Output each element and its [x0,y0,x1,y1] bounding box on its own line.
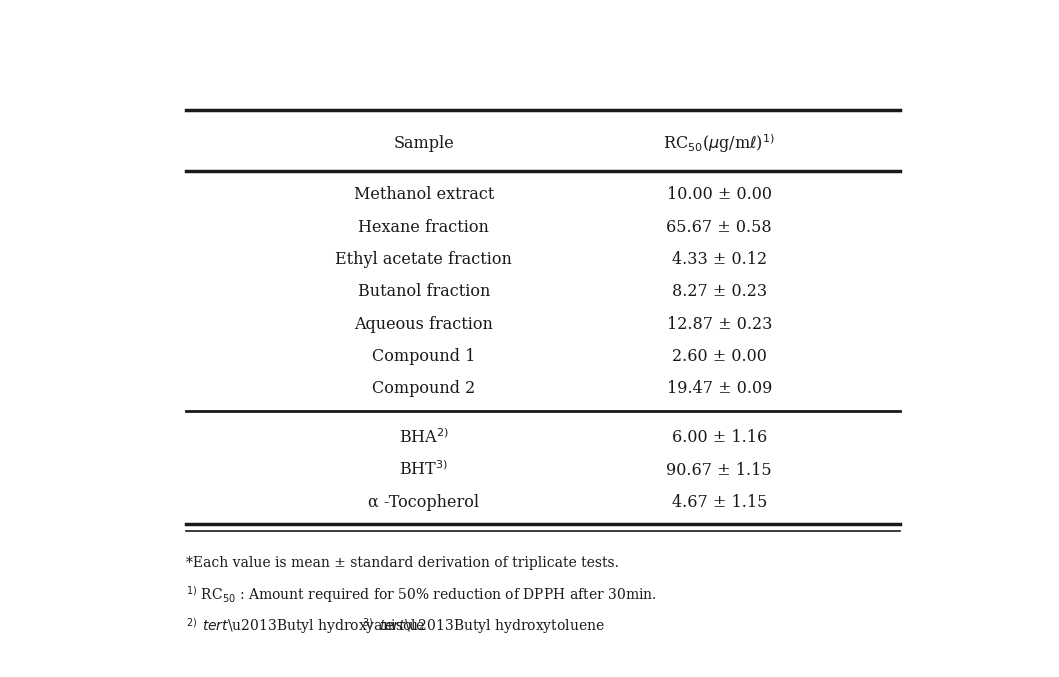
Text: *Each value is mean ± standard derivation of triplicate tests.: *Each value is mean ± standard derivatio… [185,556,618,571]
Text: $\mathit{tert}$\u2013Butyl hydroxyanisole: $\mathit{tert}$\u2013Butyl hydroxyanisol… [202,617,425,635]
Text: 4.67 ± 1.15: 4.67 ± 1.15 [671,494,767,511]
Text: Butanol fraction: Butanol fraction [358,284,490,301]
Text: BHA$^{2)}$: BHA$^{2)}$ [399,429,449,447]
Text: Methanol extract: Methanol extract [354,186,493,203]
Text: 10.00 ± 0.00: 10.00 ± 0.00 [667,186,772,203]
Text: 90.67 ± 1.15: 90.67 ± 1.15 [666,462,772,479]
Text: 19.47 ± 0.09: 19.47 ± 0.09 [666,380,772,397]
Text: Hexane fraction: Hexane fraction [358,219,489,236]
Text: Ethyl acetate fraction: Ethyl acetate fraction [336,251,513,268]
Text: 65.67 ± 0.58: 65.67 ± 0.58 [666,219,772,236]
Text: Sample: Sample [393,135,454,152]
Text: $\mathit{tert}$\u2013Butyl hydroxytoluene: $\mathit{tert}$\u2013Butyl hydroxytoluen… [379,617,605,635]
Text: $^{2)}$: $^{2)}$ [185,619,197,633]
Text: 4.33 ± 0.12: 4.33 ± 0.12 [671,251,767,268]
Text: Aqueous fraction: Aqueous fraction [355,315,493,332]
Text: $^{3)}$: $^{3)}$ [362,619,374,633]
Text: BHT$^{3)}$: BHT$^{3)}$ [399,461,448,479]
Text: 2.60 ± 0.00: 2.60 ± 0.00 [671,348,767,365]
Text: RC$_{50}$($\mu$g/m$\ell$)$^{1)}$: RC$_{50}$($\mu$g/m$\ell$)$^{1)}$ [663,133,775,155]
Text: 6.00 ± 1.16: 6.00 ± 1.16 [671,429,767,446]
Text: α -Tocopherol: α -Tocopherol [369,494,480,511]
Text: 12.87 ± 0.23: 12.87 ± 0.23 [666,315,772,332]
Text: Compound 2: Compound 2 [372,380,475,397]
Text: 8.27 ± 0.23: 8.27 ± 0.23 [671,284,767,301]
Text: $^{1)}$ RC$_{50}$ : Amount required for 50% reduction of DPPH after 30min.: $^{1)}$ RC$_{50}$ : Amount required for … [185,584,657,605]
Text: Compound 1: Compound 1 [372,348,475,365]
